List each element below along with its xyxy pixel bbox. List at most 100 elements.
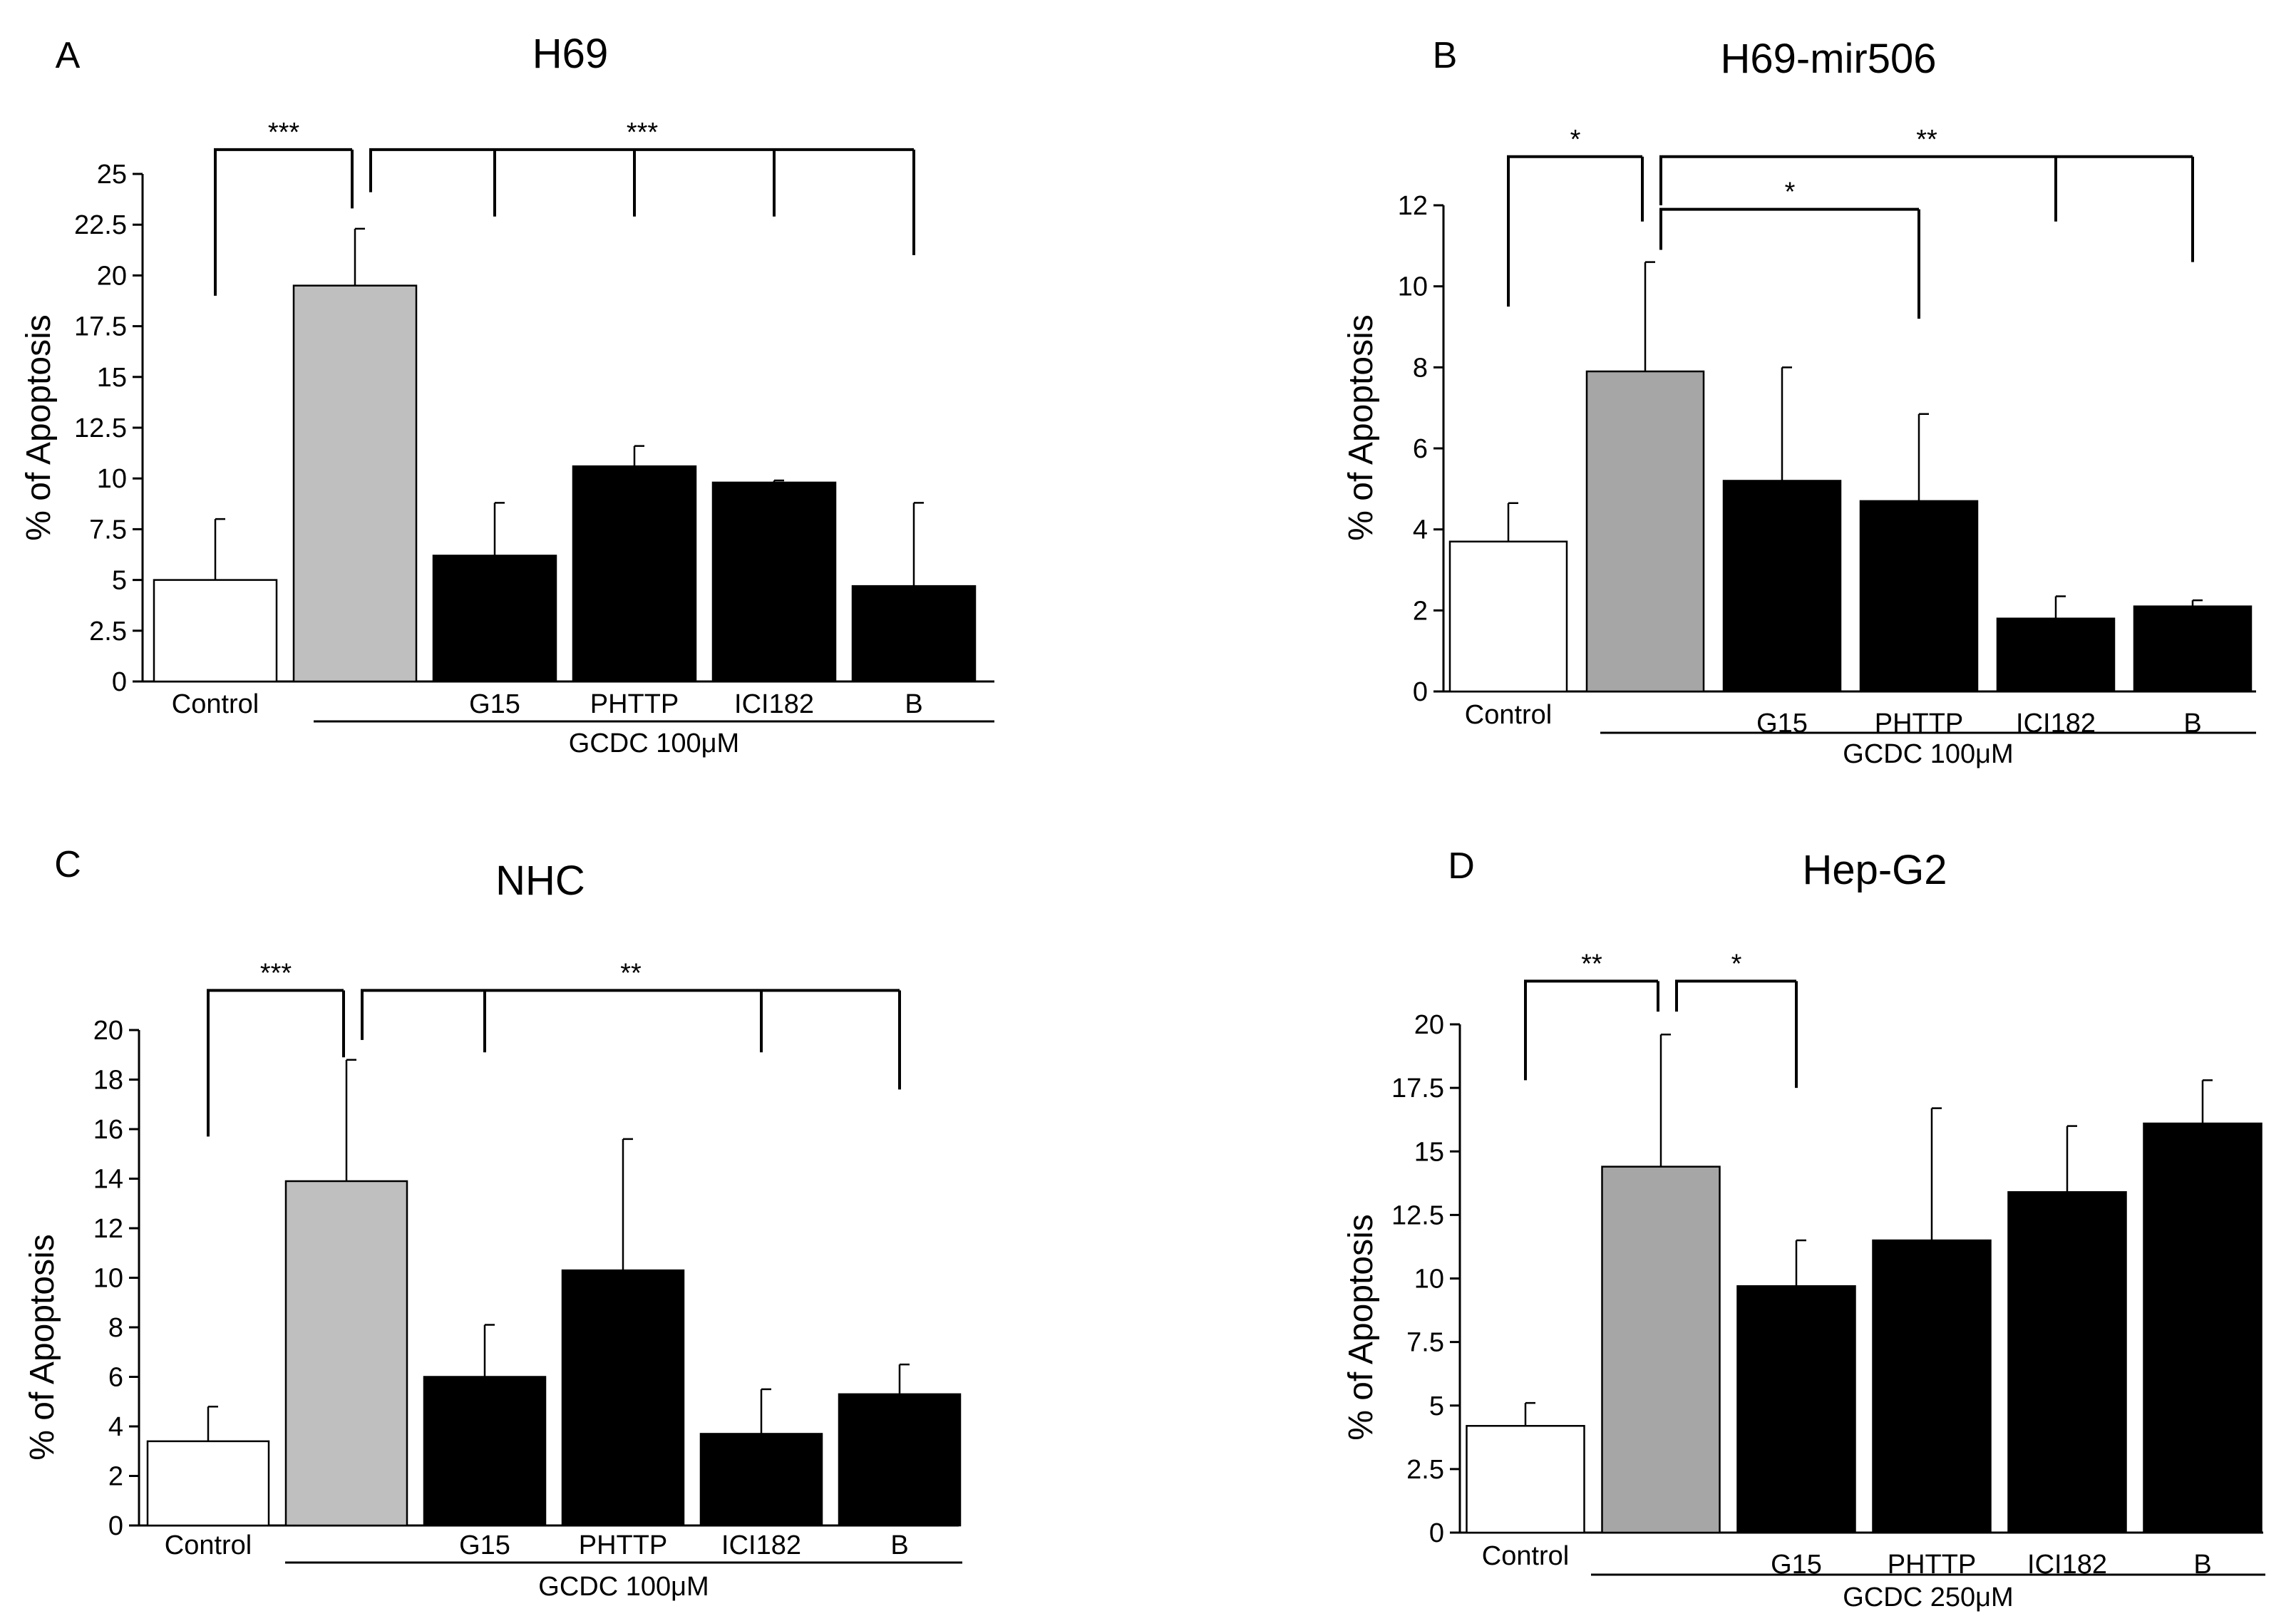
category-label-d-0: Control xyxy=(1482,1541,1570,1571)
panel-label-c: C xyxy=(54,844,81,885)
significance-label-b-2: * xyxy=(1785,177,1796,207)
category-label-a-2: G15 xyxy=(469,689,520,719)
category-label-a-3: PHTTP xyxy=(590,689,679,719)
y-axis-label-a: % of Apoptosis xyxy=(20,314,58,541)
y-tick-label-c: 8 xyxy=(108,1313,123,1343)
y-tick-label-a: 10 xyxy=(97,464,127,494)
error-bar-a-4 xyxy=(773,479,784,483)
y-tick-label-c: 14 xyxy=(93,1165,123,1195)
bar-b-4 xyxy=(1996,617,2116,693)
significance-label-b-1: ** xyxy=(1916,125,1937,155)
significance-label-b-0: * xyxy=(1570,125,1581,155)
significance-bracket-b-2 xyxy=(1659,207,1920,319)
bar-a-3 xyxy=(572,465,697,683)
significance-label-c-0: *** xyxy=(260,958,292,988)
significance-bracket-c-0 xyxy=(207,989,345,1137)
treatment-label-c: GCDC 100μM xyxy=(538,1572,709,1602)
error-bar-a-0 xyxy=(214,518,225,580)
y-tick-label-d: 10 xyxy=(1414,1265,1444,1295)
category-label-b-2: G15 xyxy=(1756,709,1808,739)
bar-d-2 xyxy=(1736,1285,1856,1534)
bar-d-3 xyxy=(1872,1239,1992,1534)
error-bar-b-0 xyxy=(1507,502,1518,542)
y-tick-label-b: 6 xyxy=(1413,434,1428,464)
y-tick-label-a: 7.5 xyxy=(89,515,127,545)
y-tick-label-c: 0 xyxy=(108,1511,123,1541)
error-bar-b-3 xyxy=(1917,413,1929,501)
y-tick-label-c: 6 xyxy=(108,1363,123,1393)
bar-b-2 xyxy=(1722,480,1842,693)
treatment-label-b: GCDC 100μM xyxy=(1843,739,2013,769)
bar-b-1 xyxy=(1585,370,1705,693)
y-tick-label-a: 22.5 xyxy=(74,210,127,240)
y-tick-label-b: 4 xyxy=(1413,515,1428,545)
bar-c-0 xyxy=(146,1440,270,1527)
significance-bracket-a-0 xyxy=(214,148,354,296)
significance-label-d-1: * xyxy=(1731,949,1742,979)
bar-b-0 xyxy=(1448,540,1568,693)
bar-d-1 xyxy=(1601,1165,1721,1534)
y-tick-label-c: 4 xyxy=(108,1412,123,1442)
y-tick-label-d: 12.5 xyxy=(1391,1200,1444,1230)
error-bar-d-5 xyxy=(2201,1079,2213,1124)
bar-a-0 xyxy=(153,579,278,683)
category-label-c-0: Control xyxy=(165,1530,252,1560)
treatment-label-a: GCDC 100μM xyxy=(569,729,739,758)
y-tick-label-d: 15 xyxy=(1414,1137,1444,1167)
y-tick-label-b: 10 xyxy=(1398,272,1428,302)
error-bar-c-3 xyxy=(622,1138,633,1271)
chart-c: C NHC % of Apoptosis 0 2 4 6 8 10 12 14 16 18 20 Contr… xyxy=(24,844,962,1602)
bar-d-0 xyxy=(1466,1425,1585,1534)
error-bar-c-5 xyxy=(898,1363,910,1394)
category-label-b-3: PHTTP xyxy=(1875,709,1964,739)
y-tick-label-b: 0 xyxy=(1413,677,1428,707)
error-bar-c-0 xyxy=(207,1405,218,1441)
chart-title-c: NHC xyxy=(495,858,585,904)
category-label-c-4: ICI182 xyxy=(721,1530,801,1560)
category-label-b-5: B xyxy=(2183,709,2201,739)
bar-c-4 xyxy=(699,1433,823,1527)
bar-c-5 xyxy=(838,1393,962,1527)
y-tick-label-b: 2 xyxy=(1413,596,1428,626)
y-tick-label-c: 16 xyxy=(93,1115,123,1145)
bar-a-1 xyxy=(292,284,418,683)
significance-label-a-1: *** xyxy=(627,118,659,148)
y-tick-label-c: 10 xyxy=(93,1264,123,1294)
panel-label-a: A xyxy=(56,35,81,76)
y-tick-label-c: 18 xyxy=(93,1066,123,1096)
significance-label-a-0: *** xyxy=(268,118,300,148)
y-tick-label-c: 12 xyxy=(93,1214,123,1244)
significance-bracket-b-0 xyxy=(1507,155,1644,307)
error-bar-a-3 xyxy=(633,445,644,467)
bar-a-5 xyxy=(851,585,977,683)
panel-label-d: D xyxy=(1448,845,1475,887)
significance-bracket-c-1 xyxy=(361,989,901,1090)
y-tick-label-d: 2.5 xyxy=(1406,1455,1444,1485)
chart-a: A H69 % of Apoptosis 0 2.5 5 7.5 10 12.5 15 17.5 20… xyxy=(20,31,994,758)
error-bar-c-2 xyxy=(483,1324,495,1377)
category-label-b-4: ICI182 xyxy=(2016,709,2096,739)
y-tick-label-a: 2.5 xyxy=(89,617,127,647)
significance-bracket-a-1 xyxy=(369,148,915,255)
category-label-a-4: ICI182 xyxy=(734,689,814,719)
error-bar-a-2 xyxy=(493,502,505,556)
significance-bracket-d-0 xyxy=(1524,979,1659,1081)
bar-a-2 xyxy=(432,555,557,683)
category-label-a-5: B xyxy=(905,689,922,719)
y-tick-label-a: 17.5 xyxy=(74,312,127,342)
y-axis-label-d: % of Apoptosis xyxy=(1342,1214,1380,1441)
significance-bracket-d-1 xyxy=(1675,979,1798,1089)
category-label-a-0: Control xyxy=(172,689,259,719)
y-axis-label-c: % of Apoptosis xyxy=(24,1234,61,1461)
y-tick-label-d: 17.5 xyxy=(1391,1074,1444,1103)
category-label-c-5: B xyxy=(890,1530,908,1560)
bar-c-2 xyxy=(423,1376,547,1527)
error-bar-b-2 xyxy=(1781,366,1792,481)
y-tick-label-a: 12.5 xyxy=(74,413,127,443)
chart-title-d: Hep-G2 xyxy=(1802,847,1947,893)
y-tick-label-d: 20 xyxy=(1414,1010,1444,1040)
y-tick-label-a: 5 xyxy=(112,566,127,596)
error-bar-d-2 xyxy=(1795,1239,1806,1287)
bar-d-5 xyxy=(2143,1122,2262,1534)
bar-a-4 xyxy=(711,481,837,683)
